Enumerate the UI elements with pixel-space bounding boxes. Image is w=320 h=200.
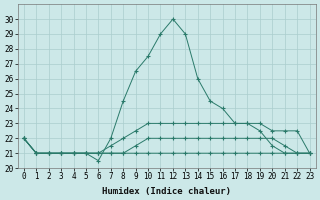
X-axis label: Humidex (Indice chaleur): Humidex (Indice chaleur): [102, 187, 231, 196]
